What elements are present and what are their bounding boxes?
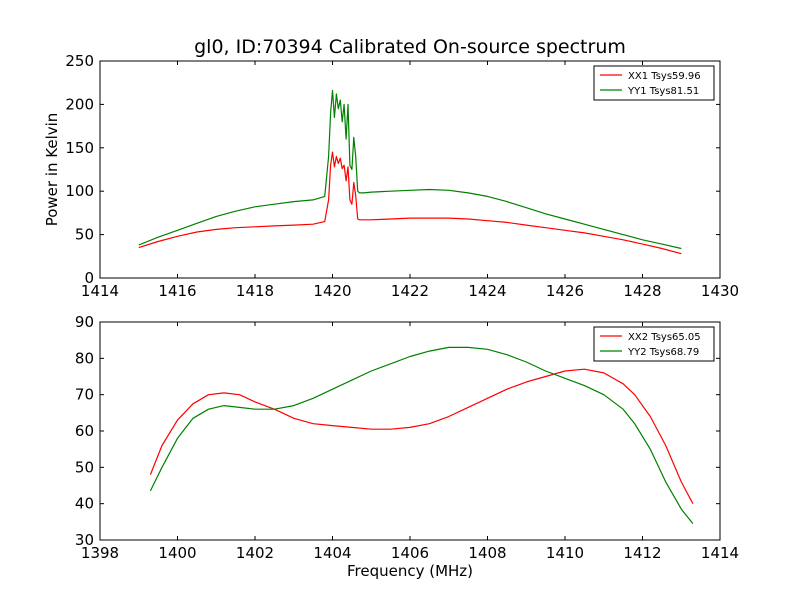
x-tick-label: 1400 bbox=[158, 544, 196, 562]
series-line-red bbox=[149, 368, 694, 504]
x-tick-label: 1418 bbox=[236, 282, 274, 300]
x-tick-label: 1410 bbox=[546, 544, 584, 562]
y-tick-label: 50 bbox=[75, 226, 94, 244]
chart-title: gl0, ID:70394 Calibrated On-source spect… bbox=[194, 36, 626, 58]
y-tick-label: 0 bbox=[84, 269, 94, 287]
y-tick-label: 90 bbox=[75, 313, 94, 331]
x-tick-label: 1426 bbox=[546, 282, 584, 300]
series-line-green bbox=[138, 89, 682, 250]
y-tick-label: 70 bbox=[75, 386, 94, 404]
x-tick-label: 1422 bbox=[391, 282, 429, 300]
y-tick-label: 250 bbox=[65, 52, 94, 70]
y-tick-label: 200 bbox=[65, 95, 94, 113]
legend-label: YY1 Tsys81.51 bbox=[627, 86, 699, 97]
x-tick-label: 1430 bbox=[701, 282, 739, 300]
legend-box bbox=[593, 65, 715, 101]
legend-label: XX2 Tsys65.05 bbox=[628, 332, 701, 343]
y-tick-label: 100 bbox=[65, 182, 94, 200]
series-line-red bbox=[138, 151, 682, 255]
legend-label: YY2 Tsys68.79 bbox=[627, 347, 699, 358]
x-tick-label: 1414 bbox=[701, 544, 739, 562]
legend-label: XX1 Tsys59.96 bbox=[628, 71, 701, 82]
x-tick-label: 1414 bbox=[81, 282, 119, 300]
y-tick-label: 40 bbox=[75, 495, 94, 513]
x-tick-label: 1404 bbox=[313, 544, 351, 562]
y-tick-label: 60 bbox=[75, 422, 94, 440]
x-tick-label: 1406 bbox=[391, 544, 429, 562]
x-tick-label: 1428 bbox=[623, 282, 661, 300]
x-tick-label: 1408 bbox=[468, 544, 506, 562]
x-tick-label: 1402 bbox=[236, 544, 274, 562]
y-axis-label: Power in Kelvin bbox=[43, 113, 61, 227]
x-tick-label: 1420 bbox=[313, 282, 351, 300]
x-tick-label: 1416 bbox=[158, 282, 196, 300]
series-line-green bbox=[149, 346, 694, 524]
y-tick-label: 50 bbox=[75, 458, 94, 476]
bottom-plot: 1398 1400 1402 1404 1406 1408 1410 1412 1414 30 40… bbox=[75, 313, 739, 580]
x-tick-label: 1398 bbox=[81, 544, 119, 562]
top-plot: 1414 1416 1418 1420 1422 1424 1426 1428 1430 0 50 1… bbox=[43, 52, 739, 300]
y-tick-label: 30 bbox=[75, 531, 94, 549]
x-tick-label: 1412 bbox=[623, 544, 661, 562]
legend-box bbox=[593, 326, 715, 362]
y-tick-label: 80 bbox=[75, 349, 94, 367]
legend: XX1 Tsys59.96 YY1 Tsys81.51 bbox=[593, 65, 715, 101]
legend: XX2 Tsys65.05 YY2 Tsys68.79 bbox=[593, 326, 715, 362]
y-tick-label: 150 bbox=[65, 139, 94, 157]
x-tick-label: 1424 bbox=[468, 282, 506, 300]
x-axis-label: Frequency (MHz) bbox=[347, 562, 473, 580]
